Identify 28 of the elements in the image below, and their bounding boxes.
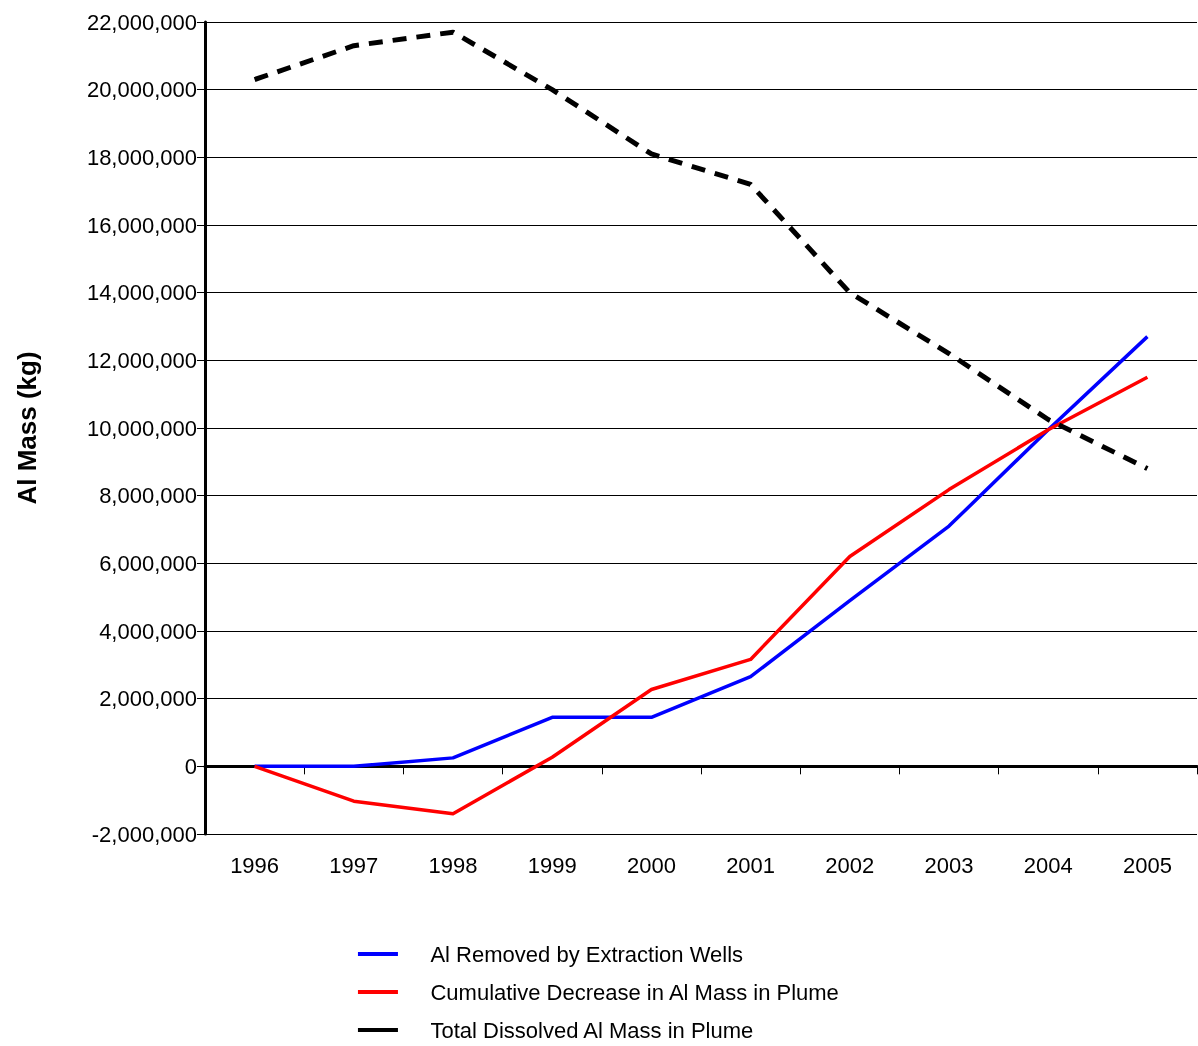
legend-label: Cumulative Decrease in Al Mass in Plume (430, 979, 839, 1005)
x-tick-label: 2001 (726, 852, 776, 878)
x-tick-label: 1999 (527, 852, 577, 878)
x-tick-label: 2005 (1122, 852, 1172, 878)
x-tick-label: 1998 (428, 852, 478, 878)
legend-label: Al Removed by Extraction Wells (430, 941, 744, 967)
y-tick-label: 20,000,000 (86, 77, 197, 103)
x-tick-label: 2000 (626, 852, 676, 878)
y-tick-label: 2,000,000 (99, 686, 197, 712)
x-tick-label: 2004 (1023, 852, 1073, 878)
line-series (252, 375, 1150, 816)
y-tick-label: 0 (184, 753, 197, 779)
y-tick-label: 8,000,000 (99, 483, 197, 509)
y-tick-label: 10,000,000 (86, 415, 197, 441)
y-tick-label: 18,000,000 (86, 144, 197, 170)
x-tick-label: 1996 (230, 852, 280, 878)
x-tick-label: 2002 (825, 852, 875, 878)
x-tick-label: 2003 (924, 852, 974, 878)
y-tick-label: 4,000,000 (99, 618, 197, 644)
legend-label: Total Dissolved Al Mass in Plume (430, 1017, 754, 1043)
y-tick-label: 12,000,000 (86, 347, 197, 373)
y-tick-label: 6,000,000 (99, 550, 197, 576)
y-tick-label: -2,000,000 (91, 821, 197, 847)
x-tick-label: 1997 (329, 852, 379, 878)
y-axis-title: Al Mass (kg) (12, 351, 42, 505)
y-tick-label: 14,000,000 (86, 280, 197, 306)
y-tick-label: 16,000,000 (86, 212, 197, 238)
y-tick-label: 22,000,000 (86, 9, 197, 35)
